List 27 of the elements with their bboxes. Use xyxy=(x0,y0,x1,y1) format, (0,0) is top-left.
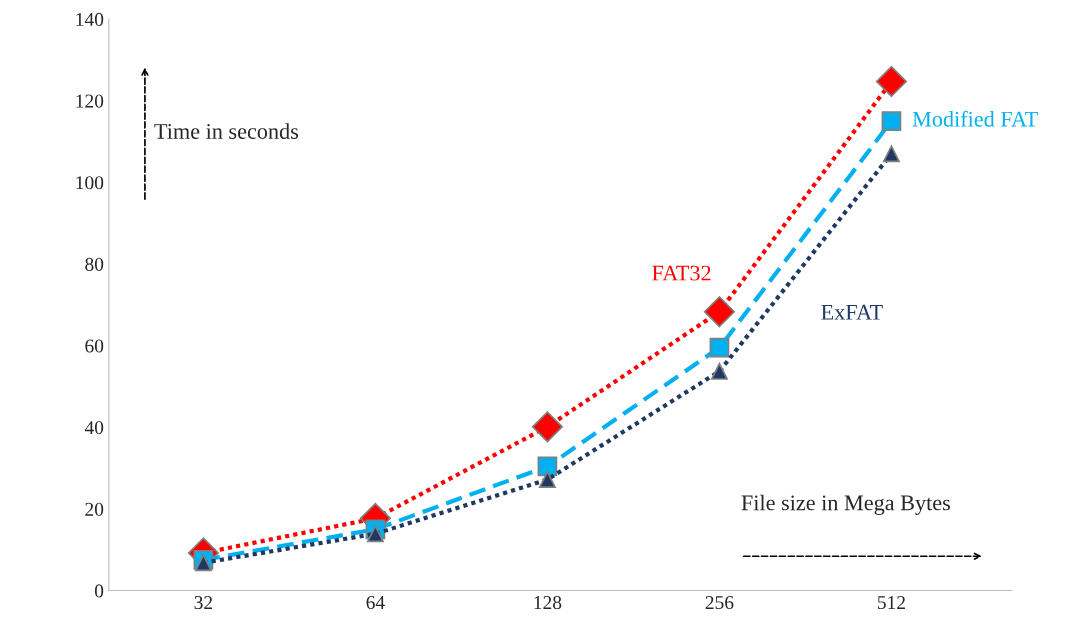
point xyxy=(366,525,384,543)
series-label: ExFAT xyxy=(821,304,883,320)
y-tick-label: 0 xyxy=(94,584,104,598)
y-tick-label: 60 xyxy=(85,339,104,353)
point xyxy=(709,337,730,358)
y-tick-label: 140 xyxy=(76,12,104,26)
y-tick-label: 40 xyxy=(84,421,104,435)
x-tick-label: 64 xyxy=(366,596,385,610)
x-tick-label: 512 xyxy=(877,596,905,610)
point xyxy=(881,111,902,131)
x-tick-label: 32 xyxy=(194,596,213,610)
point xyxy=(882,145,900,163)
point xyxy=(875,65,908,98)
point xyxy=(703,296,735,328)
y-tick-label: 100 xyxy=(76,176,104,190)
x-tick-label: 128 xyxy=(534,595,562,610)
point xyxy=(538,471,556,488)
x-tick-label: 256 xyxy=(705,596,734,610)
annotation: Time in seconds xyxy=(154,123,299,139)
series-label: Modified FAT xyxy=(912,110,1038,127)
point xyxy=(531,411,563,443)
y-tick-label: 20 xyxy=(85,502,104,516)
point xyxy=(710,362,728,380)
series-label: FAT32 xyxy=(652,265,711,281)
annotation: File size in Mega Bytes xyxy=(741,494,950,515)
y-tick-label: 120 xyxy=(76,94,104,108)
y-tick-label: 80 xyxy=(85,257,104,271)
